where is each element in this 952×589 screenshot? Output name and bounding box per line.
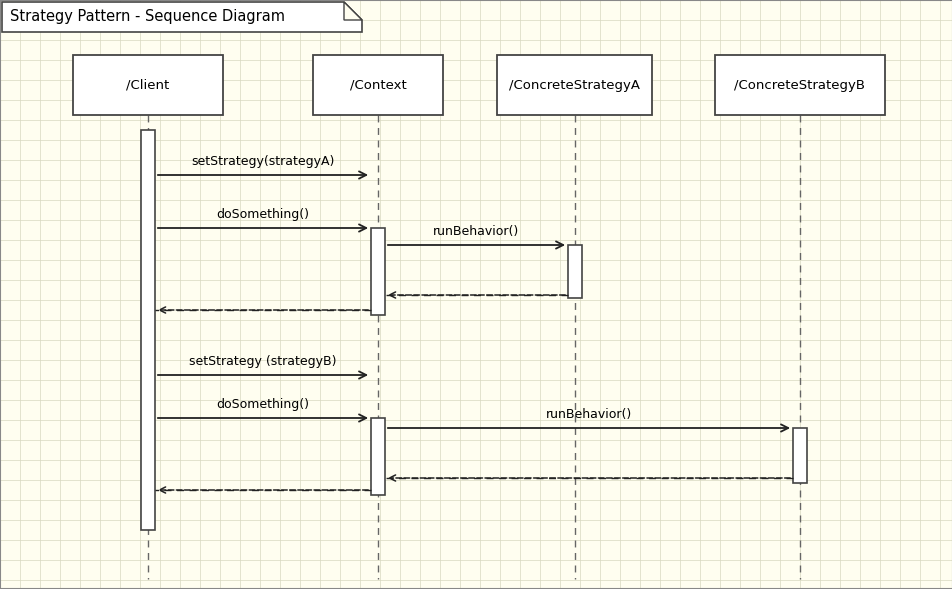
Polygon shape — [2, 2, 362, 32]
Bar — [714, 55, 884, 115]
Text: /ConcreteStrategyA: /ConcreteStrategyA — [509, 78, 640, 91]
Text: runBehavior(): runBehavior() — [433, 225, 519, 238]
Text: setStrategy (strategyB): setStrategy (strategyB) — [189, 355, 336, 368]
Bar — [497, 55, 652, 115]
Text: doSomething(): doSomething() — [216, 208, 309, 221]
Text: doSomething(): doSomething() — [216, 398, 309, 411]
Text: setStrategy(strategyA): setStrategy(strategyA) — [191, 155, 334, 168]
Bar — [370, 228, 385, 315]
Text: /Client: /Client — [127, 78, 169, 91]
Polygon shape — [344, 2, 362, 20]
Text: runBehavior(): runBehavior() — [545, 408, 631, 421]
Bar — [567, 245, 582, 298]
Text: /Context: /Context — [349, 78, 406, 91]
Text: Strategy Pattern - Sequence Diagram: Strategy Pattern - Sequence Diagram — [10, 9, 285, 25]
Text: /ConcreteStrategyB: /ConcreteStrategyB — [734, 78, 864, 91]
Bar — [792, 428, 806, 483]
Bar — [312, 55, 443, 115]
Bar — [73, 55, 223, 115]
Bar — [370, 418, 385, 495]
Bar — [141, 130, 155, 530]
